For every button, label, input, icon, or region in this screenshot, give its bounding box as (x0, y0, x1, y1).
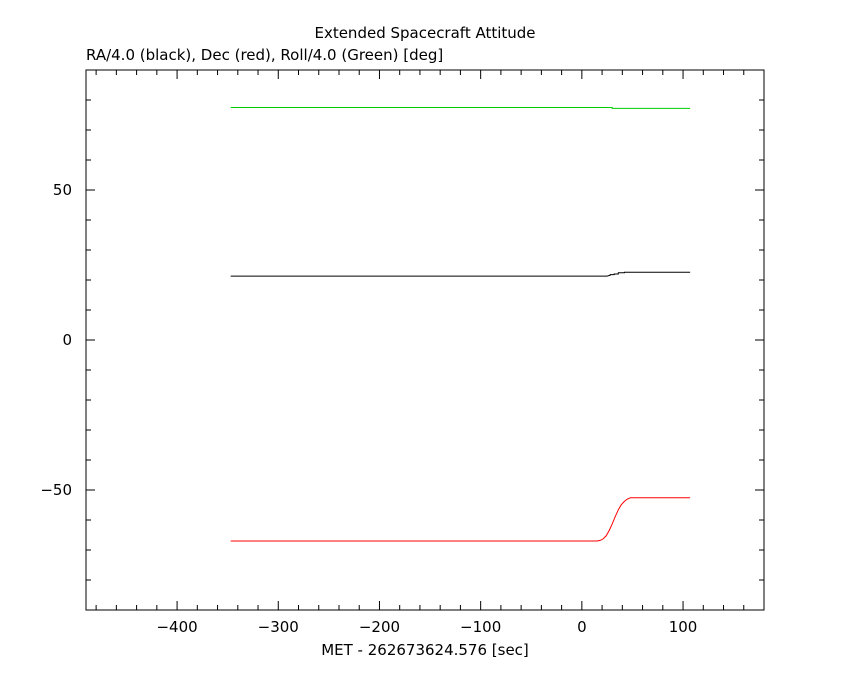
x-tick-label: 0 (577, 618, 587, 636)
series-line-roll (230, 107, 691, 109)
series-line-ra (230, 271, 691, 277)
plot-area: −400 −300 −200 −100 0 100 −50 0 50 (40, 69, 765, 636)
x-tick-label: −200 (359, 618, 400, 636)
x-axis-label: MET - 262673624.576 [sec] (321, 641, 529, 659)
x-tick-label: 100 (669, 618, 698, 636)
x-tick-label: −400 (156, 618, 197, 636)
x-tick-label: −300 (258, 618, 299, 636)
chart-subtitle: RA/4.0 (black), Dec (red), Roll/4.0 (Gre… (86, 46, 443, 64)
series-line-dec (230, 497, 691, 542)
y-tick-label: −50 (40, 481, 72, 499)
y-tick-label: 50 (53, 181, 72, 199)
y-tick-label: 0 (62, 331, 72, 349)
x-tick-label: −100 (460, 618, 501, 636)
chart-title: Extended Spacecraft Attitude (314, 24, 535, 42)
plot-frame (85, 69, 765, 611)
